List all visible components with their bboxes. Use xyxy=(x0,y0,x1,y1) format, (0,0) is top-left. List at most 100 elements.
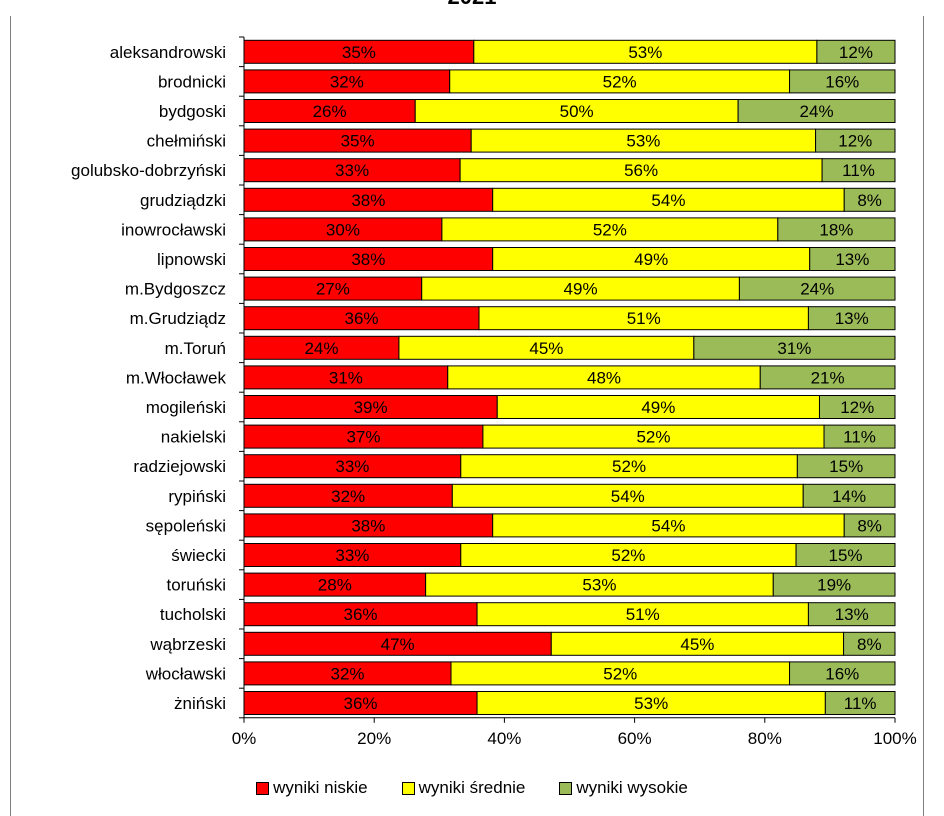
data-label: 35% xyxy=(342,43,376,62)
data-label: 16% xyxy=(825,664,859,683)
bar-segment xyxy=(737,99,896,123)
data-label: 52% xyxy=(636,428,670,447)
bar-segment xyxy=(843,513,896,538)
data-label: 32% xyxy=(331,487,365,506)
data-label: 19% xyxy=(817,576,851,595)
data-label: 38% xyxy=(351,191,385,210)
data-label: 38% xyxy=(351,516,385,535)
data-label: 13% xyxy=(835,605,869,624)
chart-title: 2021 xyxy=(0,0,944,10)
data-label: 49% xyxy=(564,280,598,299)
bar-segment xyxy=(843,187,896,212)
data-label: 33% xyxy=(335,457,369,476)
data-label: 37% xyxy=(346,428,380,447)
category-label: lipnowski xyxy=(157,250,226,269)
data-label: 54% xyxy=(651,516,685,535)
data-label: 31% xyxy=(329,368,363,387)
data-label: 45% xyxy=(680,635,714,654)
data-label: 48% xyxy=(587,368,621,387)
bar-segment xyxy=(759,365,896,390)
legend-swatch-low xyxy=(256,781,270,795)
category-label: golubsko-dobrzyński xyxy=(71,161,226,180)
data-label: 52% xyxy=(603,664,637,683)
legend-label-low: wyniki niskie xyxy=(273,778,368,797)
data-label: 13% xyxy=(835,309,869,328)
legend-item-medium: wyniki średnie xyxy=(401,778,525,798)
bar-segment xyxy=(738,276,896,301)
bar-segment xyxy=(772,572,896,597)
x-tick-label: 0% xyxy=(232,729,257,748)
category-label: tucholski xyxy=(160,605,226,624)
data-label: 32% xyxy=(330,72,364,91)
category-label: grudziądzki xyxy=(140,191,226,210)
category-label: rypiński xyxy=(168,487,226,506)
data-label: 30% xyxy=(326,220,360,239)
data-label: 50% xyxy=(560,102,594,121)
category-label: m.Włocławek xyxy=(126,368,227,387)
bar-segment xyxy=(802,483,896,508)
legend-item-low: wyniki niskie xyxy=(256,778,368,798)
legend-label-high: wyniki wysokie xyxy=(576,778,688,797)
bar-segment xyxy=(795,543,896,567)
bar-segment xyxy=(818,395,896,419)
data-label: 52% xyxy=(611,546,645,565)
bar-segment xyxy=(843,631,896,656)
bar-segment xyxy=(815,128,896,153)
data-label: 15% xyxy=(829,546,863,565)
data-label: 49% xyxy=(641,398,675,417)
data-label: 32% xyxy=(330,664,364,683)
bar-segment xyxy=(823,424,896,449)
data-label: 49% xyxy=(634,250,668,269)
chart-frame xyxy=(10,16,924,816)
data-label: 39% xyxy=(354,398,388,417)
data-label: 53% xyxy=(626,132,660,151)
data-label: 13% xyxy=(835,250,869,269)
category-label: inowrocławski xyxy=(121,220,226,239)
data-label: 15% xyxy=(829,457,863,476)
x-tick-label: 20% xyxy=(357,729,391,748)
data-label: 47% xyxy=(381,635,415,654)
x-tick-label: 40% xyxy=(487,729,521,748)
data-label: 12% xyxy=(839,43,873,62)
bar-segment xyxy=(796,454,896,479)
data-label: 52% xyxy=(593,220,627,239)
data-label: 8% xyxy=(857,191,882,210)
x-tick-label: 80% xyxy=(748,729,782,748)
data-label: 52% xyxy=(603,72,637,91)
data-label: 11% xyxy=(844,694,877,713)
data-label: 53% xyxy=(634,694,668,713)
data-label: 51% xyxy=(626,605,660,624)
category-label: m.Bydgoszcz xyxy=(125,280,226,299)
data-label: 24% xyxy=(800,280,834,299)
data-label: 53% xyxy=(582,576,616,595)
category-label: sępoleński xyxy=(146,516,226,535)
data-label: 24% xyxy=(800,102,834,121)
category-label: włocławski xyxy=(145,664,226,683)
category-label: wąbrzeski xyxy=(149,635,226,654)
category-label: żniński xyxy=(174,694,226,713)
data-label: 27% xyxy=(316,280,350,299)
bar-segment xyxy=(807,602,896,627)
data-label: 45% xyxy=(529,339,563,358)
data-label: 52% xyxy=(612,457,646,476)
bar-segment xyxy=(789,661,896,686)
category-label: aleksandrowski xyxy=(110,43,226,62)
data-label: 56% xyxy=(624,161,658,180)
data-label: 12% xyxy=(840,398,874,417)
data-label: 33% xyxy=(335,546,369,565)
category-label: świecki xyxy=(171,546,226,565)
category-label: bydgoski xyxy=(159,102,226,121)
category-label: chełmiński xyxy=(147,132,226,151)
data-label: 54% xyxy=(651,191,685,210)
data-label: 28% xyxy=(318,576,352,595)
data-label: 36% xyxy=(344,694,378,713)
data-label: 53% xyxy=(628,43,662,62)
data-label: 21% xyxy=(811,368,845,387)
data-label: 12% xyxy=(838,132,872,151)
data-label: 51% xyxy=(627,309,661,328)
data-label: 8% xyxy=(857,516,882,535)
category-label: m.Grudziądz xyxy=(130,309,226,328)
legend: wyniki niskie wyniki średnie wyniki wyso… xyxy=(0,778,944,798)
bar-segment xyxy=(821,158,896,183)
category-label: nakielski xyxy=(161,428,226,447)
